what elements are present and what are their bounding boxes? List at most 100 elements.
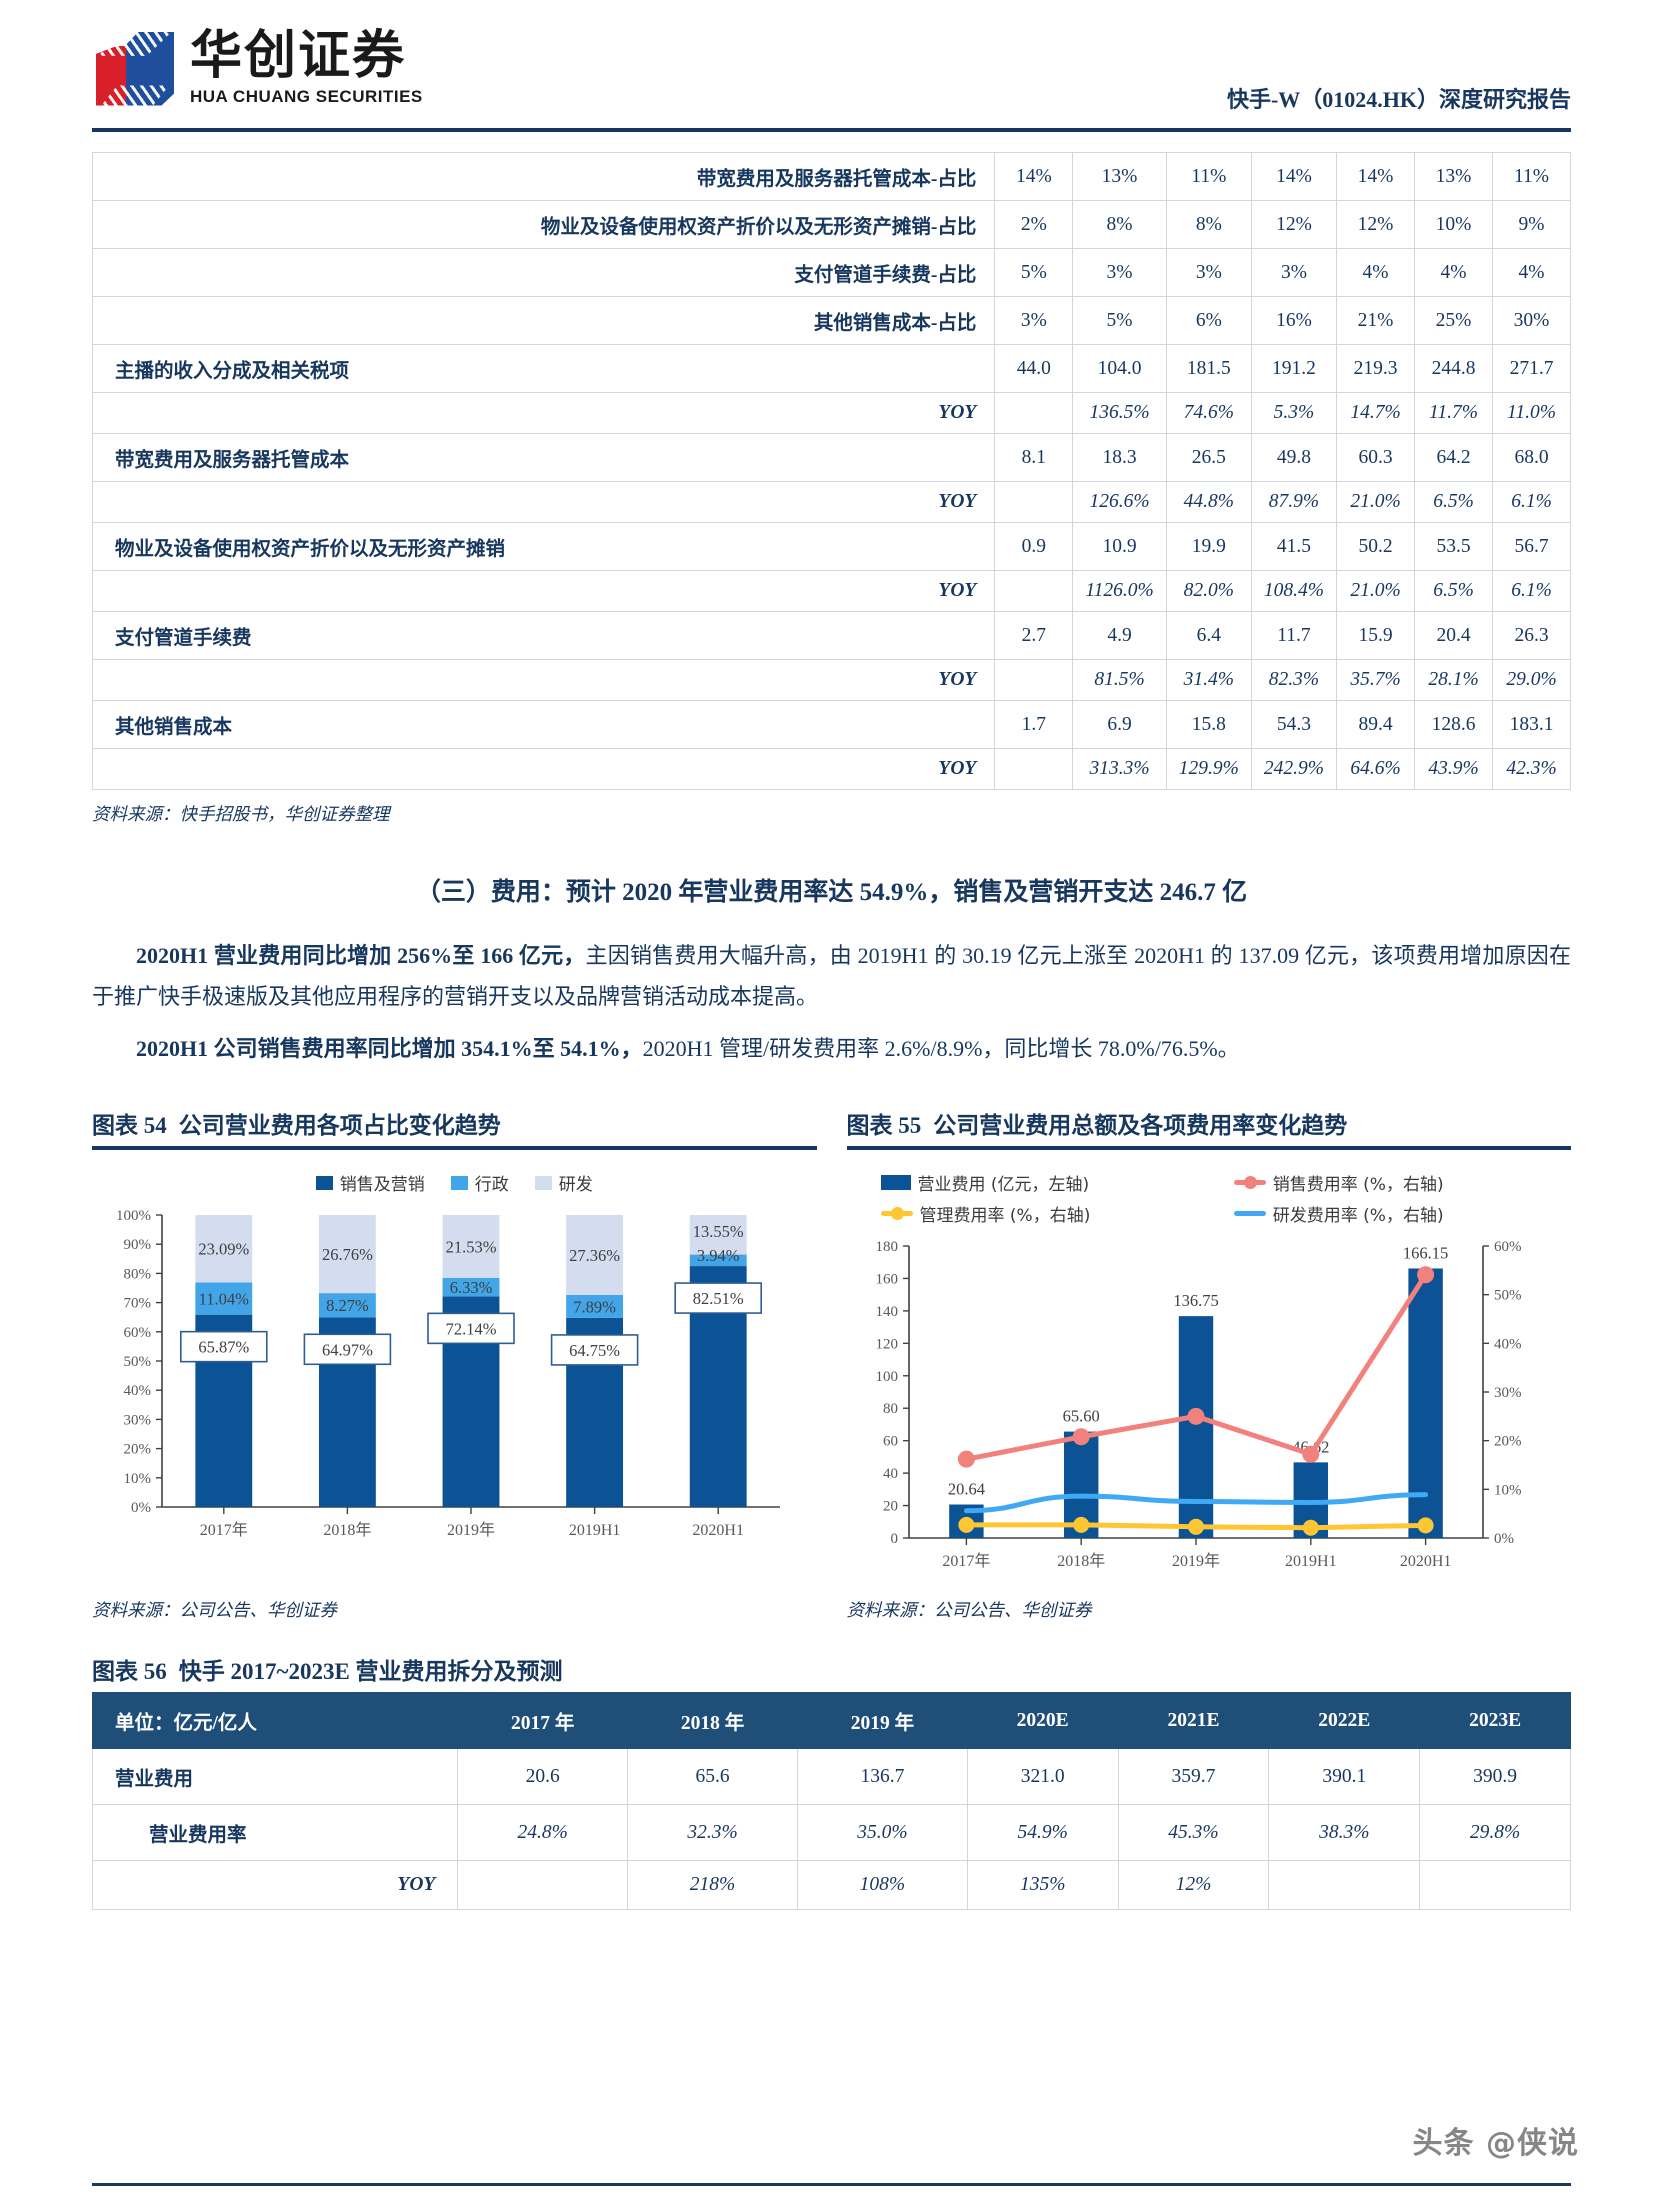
table-row: YOY 313.3% 129.9% 242.9% 64.6% 43.9% 42.3% [91,748,1571,790]
row-label: YOY [91,748,996,790]
x-tick-label: 2017年 [942,1552,990,1570]
legend-item-sales: 销售及营销 [315,1170,425,1195]
table-cell [1268,1860,1421,1911]
y-tick-label: 0% [131,1500,151,1516]
table-cell: 6.4 [1165,611,1252,660]
table-cell: 219.3 [1336,344,1415,393]
x-tick-label: 2019H1 [569,1522,621,1539]
chart-55-divider [846,1146,1571,1151]
row-label: 物业及设备使用权资产折价以及无形资产摊销 [91,522,996,571]
y-tick-label-right: 30% [1494,1385,1522,1401]
table-cell: 87.9% [1250,481,1338,523]
bar-opex [1178,1316,1213,1539]
column-header: 2017 年 [457,1692,629,1750]
table-row: 营业费用率 24.8% 32.3% 35.0% 54.9% 45.3% 38.3% 29.8% [91,1804,1571,1862]
table-cell: 244.8 [1414,344,1493,393]
y-tick-label: 90% [124,1237,152,1253]
table-cell: 4% [1414,248,1493,297]
paragraph-1: 2020H1 营业费用同比增加 256%至 166 亿元，主因销售费用大幅升高，… [92,936,1571,1017]
table-cell: 64.2 [1414,433,1493,482]
table-row: YOY 136.5% 74.6% 5.3% 14.7% 11.7% 11.0% [91,392,1571,434]
data-label-opex: 65.60 [1062,1407,1099,1426]
table-cell: 16% [1250,296,1338,345]
bar-segment-1 [195,1282,253,1315]
column-header: 2022E [1268,1692,1421,1750]
table-row: 带宽费用及服务器托管成本-占比 14% 13% 11% 14% 14% 13% 11% [91,152,1571,201]
marker-admin-rate [957,1516,974,1533]
table-cell: 21.0% [1336,570,1415,612]
table-cell: 135% [966,1860,1119,1911]
data-label-box-sales [180,1330,268,1363]
legend-label-rd: 研发 [558,1175,593,1196]
footer-divider [92,2183,1571,2186]
marker-admin-rate [1417,1517,1434,1534]
y-tick-label-right: 60% [1494,1239,1522,1255]
table-cell: 14% [1250,152,1338,201]
table-row: YOY 218% 108% 135% 12% [91,1860,1571,1911]
y-tick-label-left: 0 [890,1531,898,1547]
table-row: YOY 1126.0% 82.0% 108.4% 21.0% 6.5% 6.1% [91,570,1571,612]
table-cell: 8% [1165,200,1252,249]
paragraph-1-rest: 主因销售费用大幅升高，由 2019H1 的 30.19 亿元上涨至 2020H1… [92,943,1571,1009]
data-label-rd: 13.55% [693,1222,744,1241]
table-cell: 6.5% [1414,570,1493,612]
brand-logo: 华创证券 HUA CHUANG SECURITIES [96,30,423,110]
bar-segment-2 [195,1215,253,1283]
legend-label-admin: 行政 [474,1175,509,1196]
table-cell: 3% [1250,248,1338,297]
line-rd-rate [963,1492,1428,1514]
chart-55-card: 图表 55 公司营业费用总额及各项费用率变化趋势 营业费用 (亿元，左轴) 销售费… [846,1106,1572,1622]
y-tick-label: 30% [124,1412,152,1428]
row-label: 支付管道手续费 [91,611,996,660]
marker-sales-rate [1416,1266,1434,1284]
table-cell: 6.1% [1492,570,1571,612]
marker-sales-rate [1187,1407,1204,1425]
table-cell: 20.4 [1414,611,1493,660]
table-cell: 242.9% [1250,748,1338,790]
marker-sales-rate [1301,1445,1319,1463]
chart-54-svg-wrap: 0% 10% 20% 30% 40% 50% 60% 70% 80% 90% 100% 2017年 23… [92,1201,817,1571]
table-cell: 4% [1492,248,1571,297]
table-cell: 11.7 [1250,611,1338,660]
data-label-box-sales [674,1282,763,1314]
table-cell: 14.7% [1336,392,1415,434]
table-cell: 31.4% [1165,659,1252,701]
table-cell [994,481,1074,523]
x-tick-label: 2019年 [447,1521,495,1539]
table-cell: 35.0% [796,1804,968,1862]
table-cell: 2.7 [994,611,1074,660]
table-cell: 26.5 [1165,433,1252,482]
table-row: 其他销售成本-占比 3% 5% 6% 16% 21% 25% 30% [91,296,1571,345]
table-cell: 64.6% [1336,748,1415,790]
row-label: 支付管道手续费-占比 [91,248,996,297]
row-label: YOY [91,1860,459,1911]
table-cell: 10.9 [1072,522,1167,571]
table-cell [1419,1860,1571,1911]
watermark: 头条 @侠说 [1412,2126,1579,2161]
bar-segment-2 [689,1215,747,1255]
table-cell: 390.9 [1419,1748,1571,1806]
legend-item-rd-rate: 研发费用率 (%，右轴) [1233,1201,1571,1226]
cost-breakdown-table: 带宽费用及服务器托管成本-占比 14% 13% 11% 14% 14% 13% 11% 物业及设… [91,152,1571,790]
table-cell [457,1860,629,1911]
chart-56-number: 图表 56 [92,1659,167,1685]
table-cell: 68.0 [1492,433,1571,482]
table-cell: 3% [1165,248,1252,297]
data-label-admin: 11.04% [199,1290,250,1309]
chart-55-plot-area: 营业费用 (亿元，左轴) 销售费用率 (%，右轴) 管理费用率 (%，右轴) 研… [847,1156,1572,1586]
y-tick-label: 40% [124,1383,152,1399]
table-cell: 12% [1117,1860,1270,1911]
table-cell: 181.5 [1165,344,1252,393]
table-cell: 6% [1165,296,1252,345]
table-cell: 26.3 [1492,611,1571,660]
table-cell: 25% [1414,296,1493,345]
table-cell: 321.0 [966,1748,1119,1806]
table-cell: 44.8% [1165,481,1252,523]
table-cell: 1126.0% [1072,570,1167,612]
legend-item-rd: 研发 [534,1170,593,1196]
table-cell: 6.5% [1414,481,1493,523]
table-cell: 126.6% [1072,481,1167,523]
x-tick-label: 2019年 [1171,1552,1219,1570]
y-tick-label-left: 180 [875,1239,898,1255]
bar-segment-2 [442,1215,500,1278]
